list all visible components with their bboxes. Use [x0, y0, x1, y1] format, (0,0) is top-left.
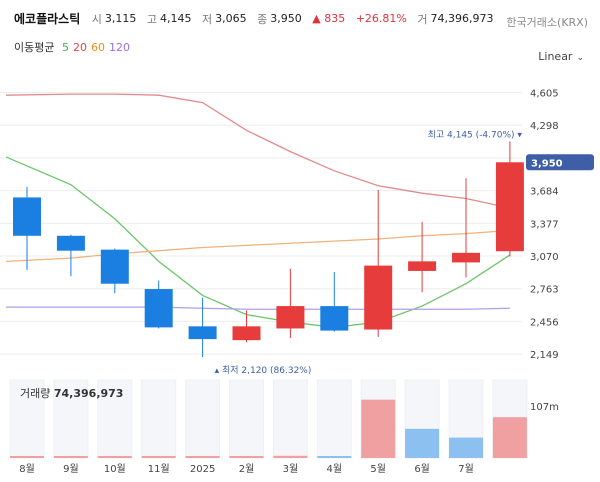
stock-header: 에코플라스틱 시 3,115 고 4,145 저 3,065 종 3,950 ▲ 835… [14, 10, 588, 32]
volume-slot [9, 379, 45, 459]
volume-bar [449, 437, 483, 458]
volume-bar [141, 456, 176, 458]
stock-name: 에코플라스틱 [14, 12, 81, 26]
x-tick-label: 3월 [283, 463, 299, 475]
volume-title-label: 거래량 [20, 387, 51, 400]
last-price-tag [526, 154, 594, 171]
candle-body [56, 235, 85, 251]
candle-body [452, 252, 480, 263]
y-tick-label: 2,763 [530, 285, 559, 296]
x-tick-label: 4월 [327, 463, 343, 475]
y-tick-label: 4,298 [530, 121, 559, 132]
volume-slot [272, 379, 308, 459]
volume-bar [317, 456, 352, 458]
volume-slot [97, 379, 133, 459]
candle-body [495, 162, 524, 252]
candle-body [144, 289, 173, 328]
scale-label: Linear [538, 50, 573, 63]
y-tick-label: 3,684 [530, 187, 559, 198]
y-tick-label: 2,456 [530, 317, 559, 328]
ma20-line [5, 156, 511, 329]
x-tick-label: 11월 [148, 463, 170, 475]
ma-20[interactable]: 20 [72, 41, 87, 54]
candle-body [13, 197, 41, 236]
candle-body [276, 306, 305, 329]
close-value: 3,950 [270, 12, 302, 25]
volume-slot [141, 379, 177, 459]
volume-value: 74,396,973 [430, 12, 494, 25]
volume-slot [229, 379, 264, 459]
ma120-line [6, 306, 510, 310]
low-value: 3,065 [215, 12, 247, 25]
volume-bar [185, 456, 220, 458]
y-tick-label: 3,377 [530, 219, 559, 230]
ma-60[interactable]: 60 [90, 41, 105, 54]
change-value: ▲ 835 [312, 12, 346, 25]
y-tick-label: 2,149 [530, 350, 559, 361]
volume-bar [229, 456, 264, 458]
low-label: 저 [202, 12, 213, 26]
volume-bar [361, 399, 396, 458]
high-value: 4,145 [160, 12, 192, 25]
change-percent: +26.81% [355, 12, 407, 25]
candle-body [364, 265, 393, 330]
ma5-line [5, 93, 511, 209]
open-label: 시 [91, 12, 102, 26]
x-tick-label: 6월 [414, 463, 430, 475]
volume-bar [53, 456, 88, 458]
high-label: 고 [146, 12, 157, 26]
volume-bar [405, 428, 440, 458]
candle-body [100, 249, 129, 284]
volume-bar [10, 456, 44, 458]
last-price-label: 3,950 [531, 158, 563, 169]
x-tick-label: 10월 [104, 463, 126, 475]
volume-bar [273, 455, 308, 458]
volume-axis-label: 107m [530, 402, 559, 413]
moving-average-label: 이동평균 [14, 41, 55, 54]
candle-body [232, 326, 261, 341]
open-value: 3,115 [104, 12, 137, 25]
ma-120[interactable]: 120 [108, 41, 130, 54]
x-tick-label: 7월 [458, 463, 474, 475]
candle-body [188, 326, 217, 340]
candle-body [408, 261, 437, 271]
max-price-label: 최고 4,145 (-4.70%) ▾ [428, 130, 523, 141]
x-tick-label: 9월 [63, 463, 79, 475]
moving-average-legend[interactable]: 이동평균 5 20 60 120 [14, 39, 134, 55]
ma-5[interactable]: 5 [61, 41, 69, 54]
y-tick-label: 3,070 [530, 252, 559, 263]
chevron-down-icon: ⌄ [576, 53, 584, 63]
volume-title: 거래량 74,396,973 [20, 385, 123, 401]
min-price-label: ▴ 최저 2,120 (86.32%) [215, 365, 312, 376]
y-tick-label: 4,605 [530, 89, 559, 100]
close-label: 종 [257, 12, 268, 26]
x-tick-label: 2025 [190, 464, 215, 475]
volume-label: 거 [417, 12, 428, 26]
candle-body [320, 306, 349, 331]
volume-slot [185, 379, 221, 459]
x-tick-label: 5월 [370, 463, 386, 475]
volume-total: 74,396,973 [53, 387, 124, 400]
volume-slot [316, 379, 352, 459]
volume-bar [492, 417, 527, 458]
scale-dropdown[interactable]: Linear ⌄ [538, 50, 584, 63]
volume-bar [97, 456, 132, 458]
x-tick-label: 2월 [239, 463, 255, 475]
x-tick-label: 8월 [19, 463, 35, 475]
exchange-name: 한국거래소(KRX) [506, 16, 588, 29]
